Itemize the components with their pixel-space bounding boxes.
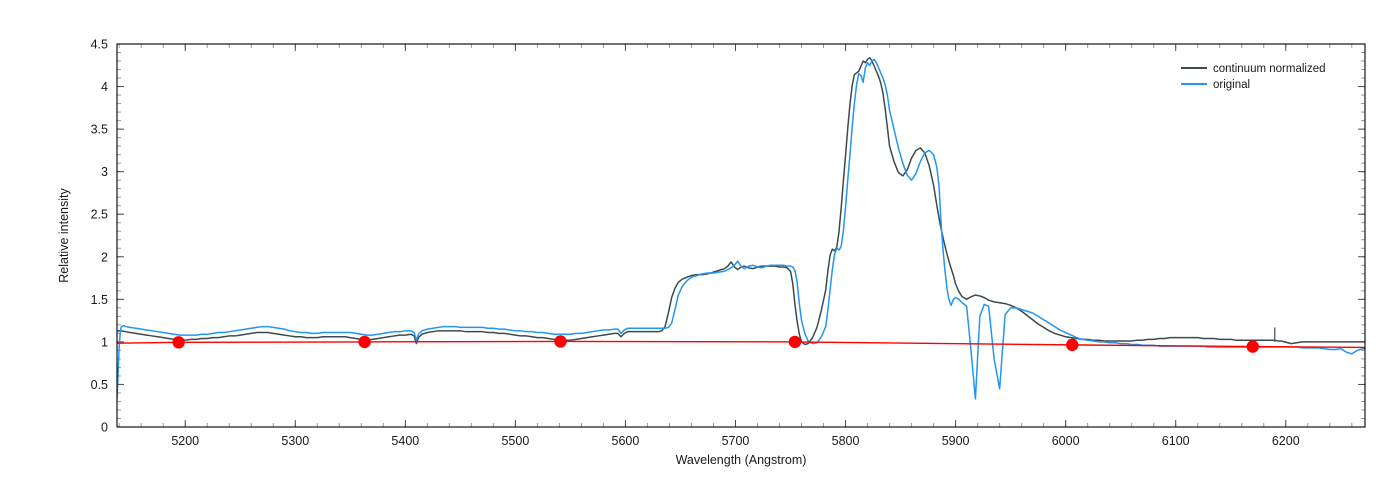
y-axis-title: Relative intensity	[57, 188, 71, 283]
chart-legend[interactable]: continuum normalized original	[1181, 63, 1326, 91]
axis-titles: Wavelength (Angstrom) Relative intensity	[57, 188, 806, 467]
y-tick-label: 2	[101, 250, 108, 264]
y-tick-label: 4	[101, 80, 108, 94]
continuum-anchor-point-5[interactable]	[1066, 338, 1079, 352]
x-tick-label: 5300	[281, 434, 309, 448]
y-tick-label: 0	[101, 421, 108, 435]
continuum-anchor-point-1[interactable]	[172, 336, 185, 349]
y-tick-label: 3.5	[91, 123, 108, 137]
x-tick-label: 6000	[1052, 434, 1080, 448]
y-tick-label: 0.5	[91, 378, 108, 392]
x-axis-title: Wavelength (Angstrom)	[676, 453, 807, 467]
continuum-anchor-point-6[interactable]	[1246, 340, 1259, 353]
continuum-anchor-point-3[interactable]	[554, 335, 567, 348]
x-tick-label: 5600	[612, 434, 640, 448]
x-tick-label: 5200	[171, 434, 199, 448]
x-tick-label: 5900	[942, 434, 970, 448]
series-line-original[interactable]	[117, 58, 1365, 400]
continuum-fit-path[interactable]	[117, 340, 1365, 349]
continuum-anchor-point-4[interactable]	[788, 335, 802, 349]
x-tick-label: 5700	[722, 434, 750, 448]
y-tick-label: 4.5	[91, 38, 108, 52]
x-tick-label: 5500	[501, 434, 529, 448]
x-tick-label: 5400	[391, 434, 419, 448]
plot-border	[116, 43, 1366, 428]
y-tick-label: 2.5	[91, 208, 108, 222]
continuum-anchor-markers[interactable]	[172, 335, 1259, 353]
plot-frame	[116, 43, 1366, 428]
y-tick-label: 3	[101, 165, 108, 179]
x-tick-label: 5800	[832, 434, 860, 448]
continuum-anchor-point-2[interactable]	[358, 335, 371, 349]
y-tick-label: 1	[101, 335, 108, 349]
legend-label-0[interactable]: continuum normalized	[1213, 63, 1326, 75]
legend-label-1[interactable]: original	[1213, 79, 1250, 91]
y-tick-label: 1.5	[91, 293, 108, 307]
axis-tick-labels: 5200 5300 5400 5500 5600 5700 5800 5900 6000 6100…	[91, 38, 1300, 449]
x-tick-label: 6200	[1272, 434, 1300, 448]
x-tick-label: 6100	[1162, 434, 1190, 448]
continuum-fit-line[interactable]	[117, 340, 1365, 349]
